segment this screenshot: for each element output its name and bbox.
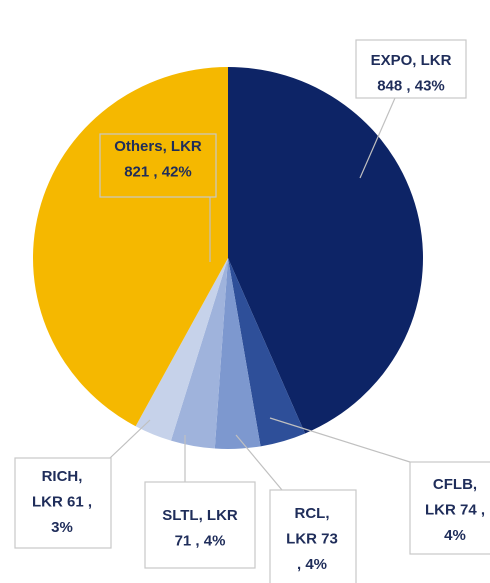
pie-slice [170, 258, 228, 449]
label-box [409, 461, 490, 555]
pie-slice [228, 67, 423, 434]
data-label: 71 , 4% [175, 532, 226, 549]
data-label: LKR 61 , [32, 493, 92, 510]
pie-slice [228, 258, 306, 447]
data-label: LKR 73 [286, 530, 338, 547]
data-label: RICH, [42, 468, 83, 485]
data-label: EXPO, LKR [371, 52, 452, 69]
data-label: 848 , 43% [377, 77, 445, 94]
label-box [14, 457, 112, 549]
label-box [144, 481, 256, 569]
data-label: , 4% [297, 556, 327, 573]
data-label: LKR 74 , [425, 501, 485, 518]
label-box [269, 489, 357, 583]
data-label: Others, LKR [114, 138, 202, 155]
data-label: RCL, [295, 505, 330, 522]
leader-line [269, 417, 411, 463]
leader-line [235, 434, 283, 491]
label-box [99, 133, 217, 198]
pie-slice [214, 258, 261, 449]
data-label: 821 , 42% [124, 163, 192, 180]
pie-slice [135, 258, 228, 441]
data-label: 3% [51, 519, 73, 536]
data-label: 4% [444, 527, 466, 544]
label-box [355, 39, 467, 99]
data-label: CFLB, [433, 476, 477, 493]
leader-line [109, 419, 151, 459]
pie-slice [32, 67, 229, 427]
leader-line [359, 97, 396, 179]
data-label: SLTL, LKR [162, 507, 238, 524]
